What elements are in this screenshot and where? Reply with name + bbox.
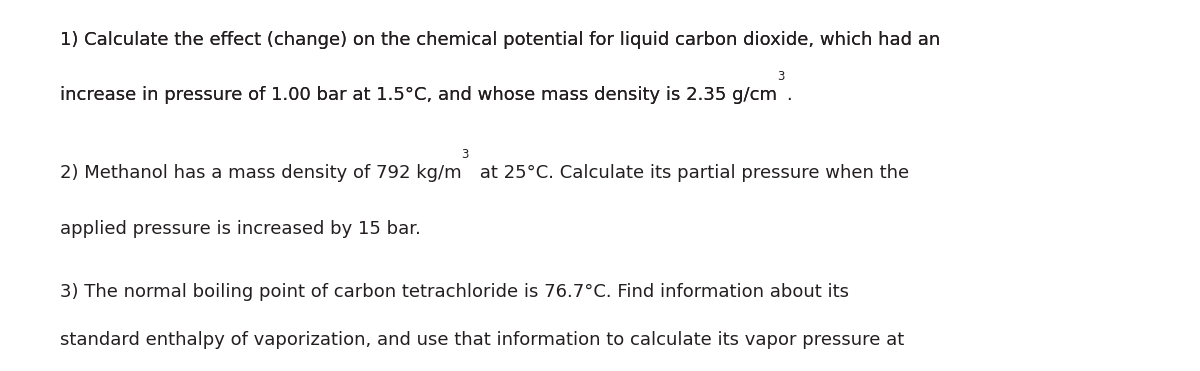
Text: increase in pressure of 1.00 bar at 1.5°C, and whose mass density is 2.35 g/cm: increase in pressure of 1.00 bar at 1.5°…	[60, 86, 778, 104]
Text: 3: 3	[462, 148, 469, 161]
Text: 3) The normal boiling point of carbon tetrachloride is 76.7°C. Find information : 3) The normal boiling point of carbon te…	[60, 283, 850, 301]
Text: 1) Calculate the effect (change) on the chemical potential for liquid carbon dio: 1) Calculate the effect (change) on the …	[60, 30, 941, 49]
Text: .: .	[787, 86, 792, 104]
Text: standard enthalpy of vaporization, and use that information to calculate its vap: standard enthalpy of vaporization, and u…	[60, 331, 905, 349]
Text: increase in pressure of 1.00 bar at 1.5°C, and whose mass density is 2.35 g/cm: increase in pressure of 1.00 bar at 1.5°…	[60, 86, 778, 104]
Text: 2) Methanol has a mass density of 792 kg/m: 2) Methanol has a mass density of 792 kg…	[60, 164, 462, 182]
Text: 3: 3	[778, 70, 785, 83]
Text: 1) Calculate the effect (change) on the chemical potential for liquid carbon dio: 1) Calculate the effect (change) on the …	[60, 30, 941, 49]
Text: applied pressure is increased by 15 bar.: applied pressure is increased by 15 bar.	[60, 220, 421, 238]
Text: at 25°C. Calculate its partial pressure when the: at 25°C. Calculate its partial pressure …	[474, 164, 908, 182]
